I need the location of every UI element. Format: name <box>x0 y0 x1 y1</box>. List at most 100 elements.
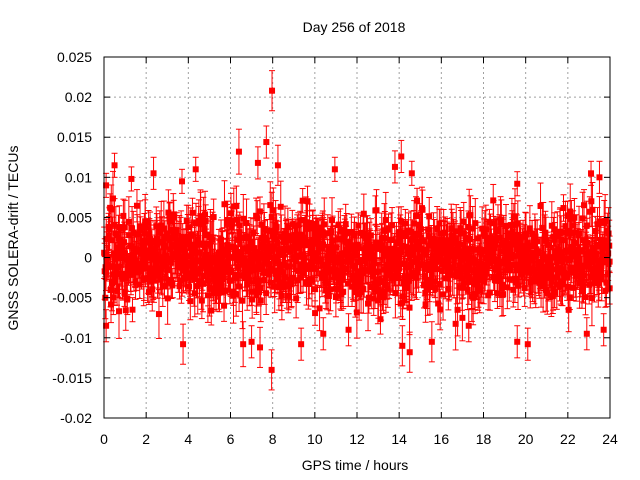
marker <box>205 277 212 284</box>
marker <box>170 214 177 221</box>
marker <box>190 262 197 269</box>
marker <box>154 241 161 248</box>
marker <box>191 241 198 248</box>
marker <box>182 275 189 282</box>
marker <box>127 271 134 278</box>
data-point <box>312 300 319 326</box>
marker <box>134 231 141 238</box>
marker <box>111 250 118 257</box>
data-points <box>101 70 613 391</box>
marker <box>413 213 420 220</box>
marker <box>195 236 202 243</box>
marker <box>290 274 297 281</box>
marker <box>106 226 113 233</box>
marker <box>251 255 258 262</box>
marker <box>122 307 129 314</box>
marker <box>373 207 380 214</box>
marker <box>299 197 306 204</box>
marker <box>244 271 251 278</box>
marker <box>308 277 315 284</box>
marker <box>202 211 209 218</box>
marker <box>242 264 249 271</box>
marker <box>105 232 112 239</box>
marker <box>254 254 261 261</box>
marker <box>107 263 114 270</box>
marker <box>169 282 176 289</box>
marker <box>274 276 281 283</box>
marker <box>209 236 216 243</box>
marker <box>239 297 246 304</box>
data-point <box>316 285 323 332</box>
marker <box>340 236 347 243</box>
marker <box>414 197 421 204</box>
marker <box>216 287 223 294</box>
marker <box>262 236 269 243</box>
marker <box>321 221 328 228</box>
marker <box>194 283 201 290</box>
marker <box>221 302 228 309</box>
marker <box>208 307 215 314</box>
marker <box>327 286 334 293</box>
marker <box>166 237 173 244</box>
marker <box>320 241 327 248</box>
marker <box>280 279 287 286</box>
marker <box>198 297 205 304</box>
marker <box>281 262 288 269</box>
marker <box>426 213 433 220</box>
marker <box>240 215 247 222</box>
chart-title: Day 256 of 2018 <box>303 19 406 35</box>
marker <box>278 292 285 299</box>
marker <box>157 276 164 283</box>
data-point <box>108 285 115 324</box>
marker <box>165 278 172 285</box>
marker <box>103 236 110 243</box>
marker <box>152 251 159 258</box>
marker <box>158 265 165 272</box>
marker <box>319 274 326 281</box>
marker <box>223 220 230 227</box>
marker <box>301 240 308 247</box>
marker <box>160 225 167 232</box>
marker <box>300 270 307 277</box>
marker <box>328 228 335 235</box>
marker <box>330 250 337 257</box>
marker <box>295 222 302 229</box>
marker <box>419 206 426 213</box>
marker <box>206 285 213 292</box>
marker <box>310 265 317 272</box>
data-point <box>304 185 311 217</box>
marker <box>145 239 152 246</box>
marker <box>304 225 311 232</box>
marker <box>140 241 147 248</box>
marker <box>166 218 173 225</box>
marker <box>268 214 275 221</box>
marker <box>382 216 389 223</box>
marker <box>285 233 292 240</box>
marker <box>145 275 152 282</box>
marker <box>271 283 278 290</box>
marker <box>143 254 150 261</box>
marker <box>335 222 342 229</box>
marker <box>163 252 170 259</box>
marker <box>283 237 290 244</box>
marker <box>284 224 291 231</box>
marker <box>194 241 201 248</box>
marker <box>195 220 202 227</box>
marker <box>186 283 193 290</box>
marker <box>199 263 206 270</box>
marker <box>254 282 261 289</box>
marker <box>183 217 190 224</box>
marker <box>260 254 267 261</box>
marker <box>285 292 292 299</box>
marker <box>234 257 241 264</box>
marker <box>129 225 136 232</box>
marker <box>249 296 256 303</box>
marker <box>161 283 168 290</box>
marker <box>256 250 263 257</box>
marker <box>133 202 140 209</box>
marker <box>189 209 196 216</box>
marker <box>293 295 300 302</box>
marker <box>325 293 332 300</box>
marker <box>241 255 248 262</box>
